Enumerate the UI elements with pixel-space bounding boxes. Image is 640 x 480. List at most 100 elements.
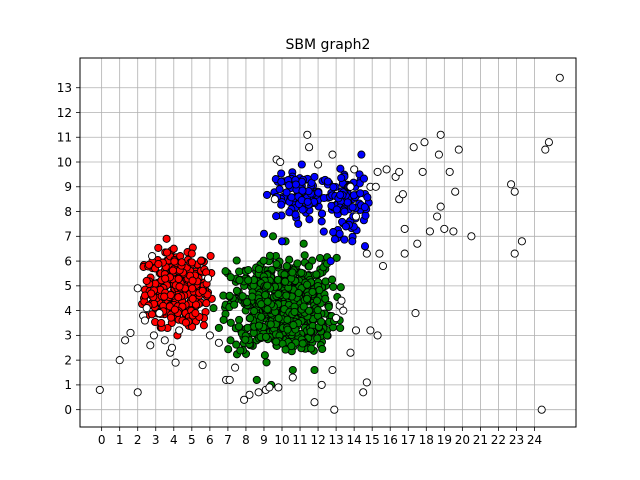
data-point: [329, 183, 338, 192]
data-point: [400, 249, 409, 258]
data-point: [317, 209, 327, 218]
data-point: [167, 313, 176, 322]
data-point: [357, 150, 366, 159]
data-point: [160, 336, 169, 345]
data-point: [254, 321, 264, 330]
x-tick-label: 4: [170, 433, 178, 447]
data-point: [321, 294, 330, 303]
data-point: [214, 338, 223, 347]
x-tick-label: 21: [473, 433, 488, 447]
data-point: [305, 215, 314, 224]
data-point: [265, 251, 275, 260]
data-points: [95, 73, 564, 414]
data-point: [175, 282, 184, 291]
data-point: [299, 302, 308, 311]
data-point: [337, 296, 346, 305]
data-point: [252, 375, 261, 384]
x-tick-label: 24: [527, 433, 542, 447]
data-point: [332, 205, 341, 214]
data-point: [169, 244, 178, 253]
data-point: [226, 318, 235, 327]
data-point: [147, 289, 156, 298]
data-point: [226, 336, 235, 345]
data-point: [121, 336, 130, 345]
data-point: [425, 227, 434, 236]
data-point: [248, 292, 257, 301]
data-point: [510, 187, 519, 196]
y-tick-label: 12: [57, 106, 72, 120]
data-point: [348, 237, 357, 246]
data-point: [148, 252, 157, 261]
data-point: [351, 326, 361, 335]
data-point: [157, 318, 166, 328]
data-point: [240, 395, 249, 404]
data-point: [262, 358, 271, 367]
data-point: [277, 169, 286, 178]
data-point: [146, 341, 155, 350]
data-point: [282, 188, 291, 197]
data-point: [232, 340, 241, 349]
data-point: [288, 365, 297, 375]
data-point: [329, 282, 338, 291]
data-point: [308, 287, 317, 296]
data-point: [268, 232, 278, 241]
data-point: [133, 388, 142, 397]
data-point: [154, 259, 163, 269]
data-point: [293, 259, 302, 268]
data-point: [359, 174, 369, 183]
data-point: [142, 304, 151, 313]
x-tick-label: 16: [383, 433, 398, 447]
data-point: [317, 317, 326, 326]
data-point: [175, 326, 184, 335]
data-point: [313, 334, 322, 343]
data-point: [198, 361, 207, 370]
data-point: [198, 286, 207, 295]
data-point: [187, 258, 196, 267]
y-tick-label: 7: [64, 230, 72, 244]
data-point: [204, 274, 213, 283]
data-point: [272, 212, 281, 221]
x-tick-label: 7: [224, 433, 232, 447]
data-point: [329, 228, 338, 237]
data-point: [330, 235, 339, 244]
data-point: [283, 325, 292, 334]
data-point: [409, 143, 418, 152]
data-point: [261, 290, 270, 300]
data-point: [375, 249, 384, 258]
data-point: [262, 190, 272, 199]
data-point: [297, 160, 306, 169]
data-point: [214, 323, 223, 332]
data-point: [445, 167, 454, 176]
y-tick-label: 3: [64, 329, 72, 343]
data-point: [171, 358, 180, 367]
data-point: [324, 302, 333, 311]
data-point: [318, 344, 327, 354]
data-point: [283, 315, 292, 324]
data-point: [314, 160, 323, 169]
y-tick-label: 1: [64, 378, 72, 392]
data-point: [155, 309, 164, 318]
chart-title: SBM graph2: [286, 37, 371, 53]
data-point: [436, 130, 445, 139]
data-point: [346, 348, 355, 357]
data-point: [317, 380, 326, 389]
data-point: [177, 258, 186, 267]
data-point: [244, 276, 253, 285]
data-point: [241, 335, 250, 344]
x-tick-label: 3: [152, 433, 160, 447]
data-point: [281, 345, 290, 354]
data-point: [340, 207, 349, 216]
data-point: [250, 306, 259, 316]
data-point: [277, 200, 286, 209]
data-point: [140, 316, 149, 325]
x-tick-label: 6: [206, 433, 214, 447]
data-point: [510, 249, 519, 258]
data-point: [434, 150, 443, 159]
y-tick-label: 13: [57, 81, 72, 95]
data-point: [339, 306, 348, 315]
data-point: [266, 320, 275, 329]
x-tick-label: 22: [491, 433, 506, 447]
data-point: [232, 256, 241, 265]
data-point: [277, 237, 287, 246]
